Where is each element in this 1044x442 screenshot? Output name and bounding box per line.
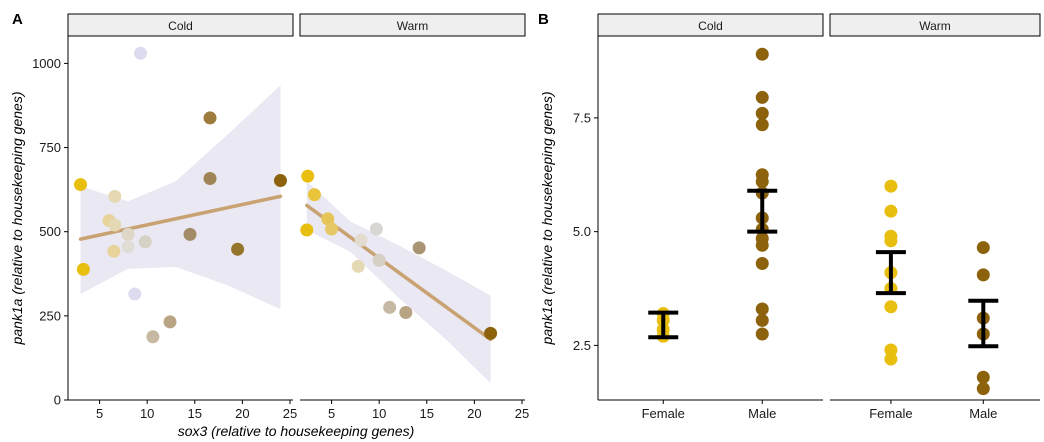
data-point (76, 262, 90, 276)
data-point (755, 302, 769, 316)
facet-strip-cold-b (597, 13, 824, 37)
data-point (307, 188, 321, 202)
data-point (884, 179, 898, 193)
x-tick-label: Female (869, 406, 912, 421)
fit-line-cold (78, 194, 283, 241)
data-point (203, 172, 217, 186)
data-point (755, 257, 769, 270)
data-point (321, 212, 335, 226)
y-tick-label: 500 (39, 224, 61, 239)
data-point (74, 178, 88, 192)
panel-b: B Cold Warm 2.5 5.0 7.5 Female Male Female Ma… (538, 11, 1041, 421)
x-tick-label: 25 (283, 406, 297, 421)
facet-label-cold-b: Cold (698, 19, 723, 33)
data-point (755, 47, 769, 61)
y-tick-label: 5.0 (573, 224, 591, 239)
data-point (273, 174, 287, 188)
data-point (976, 268, 990, 282)
data-point (121, 227, 135, 241)
data-point (108, 189, 122, 203)
panel-b-y-ticks: 2.5 5.0 7.5 (573, 110, 598, 353)
data-point (121, 240, 135, 254)
data-point (884, 343, 898, 357)
panel-a-letter: A (12, 11, 23, 28)
y-tick-label: 1000 (32, 56, 61, 71)
panel-b-letter: B (538, 11, 549, 28)
facet-label-warm-a: Warm (397, 19, 429, 33)
panel-a-x-ticks: 5 10 15 20 25 5 10 15 20 25 (96, 400, 529, 421)
data-point (351, 259, 365, 273)
data-point (134, 46, 148, 60)
data-point (183, 227, 197, 241)
x-tick-label: Female (642, 406, 685, 421)
x-tick-label: 25 (515, 406, 529, 421)
panel-a-x-axis-label: sox3 (relative to housekeeping genes) (178, 423, 415, 439)
data-point (755, 327, 769, 341)
x-tick-label: Male (748, 406, 776, 421)
x-tick-label: 20 (235, 406, 249, 421)
data-point (755, 106, 769, 120)
data-point (884, 300, 898, 314)
data-point (412, 241, 426, 255)
panel-b-x-ticks: Female Male Female Male (642, 400, 997, 421)
y-tick-label: 250 (39, 308, 61, 323)
x-tick-label: 15 (188, 406, 202, 421)
data-point (399, 305, 413, 319)
data-point (163, 315, 177, 329)
data-point (107, 244, 121, 258)
panel-a-y-axis-label: pank1a (relative to housekeeping genes) (9, 92, 25, 346)
facet-label-warm-b: Warm (919, 19, 951, 33)
panel-a-points (74, 46, 498, 344)
data-point (484, 326, 498, 340)
facet-strip-cold-a (67, 13, 294, 37)
data-point (138, 235, 152, 249)
data-point (976, 241, 990, 255)
data-point (383, 300, 397, 314)
panel-b-error-bars (648, 188, 999, 349)
x-tick-label: 10 (372, 406, 386, 421)
confidence-ribbon-cold (80, 85, 281, 310)
data-point (301, 169, 315, 183)
facet-label-cold-a: Cold (168, 19, 193, 33)
y-tick-label: 750 (39, 140, 61, 155)
confidence-ribbon-warm (306, 181, 491, 384)
facet-strip-warm-a (299, 13, 526, 37)
data-point (300, 223, 314, 237)
data-point (231, 242, 245, 256)
y-tick-label: 0 (54, 393, 61, 408)
y-tick-label: 2.5 (573, 338, 591, 353)
data-point (755, 313, 769, 327)
data-point (325, 222, 339, 236)
data-point (976, 382, 990, 396)
x-tick-label: 5 (96, 406, 103, 421)
data-point (108, 218, 122, 232)
panel-a: A Cold Warm 0 250 500 750 1000 5 10 15 20 25 5 10 1… (9, 11, 529, 439)
data-point (884, 352, 898, 366)
data-point (976, 370, 990, 384)
panel-b-y-axis-label: pank1a (relative to housekeeping genes) (539, 92, 555, 346)
panel-a-ribbons (80, 85, 491, 384)
data-point (203, 111, 217, 125)
x-tick-label: 10 (140, 406, 154, 421)
data-point (755, 118, 769, 132)
panel-a-y-ticks: 0 250 500 750 1000 (32, 56, 68, 408)
data-point (755, 90, 769, 104)
data-point (884, 204, 898, 218)
facet-strip-warm-b (829, 13, 1041, 37)
x-tick-label: Male (969, 406, 997, 421)
data-point (755, 175, 769, 189)
data-point (884, 234, 898, 248)
data-point (369, 222, 383, 236)
panel-b-points (656, 47, 990, 396)
y-tick-label: 7.5 (573, 110, 591, 125)
data-point (354, 233, 368, 247)
data-point (128, 287, 142, 301)
data-point (372, 253, 386, 267)
x-tick-label: 15 (420, 406, 434, 421)
data-point (146, 330, 160, 344)
x-tick-label: 5 (328, 406, 335, 421)
data-point (755, 238, 769, 252)
x-tick-label: 20 (467, 406, 481, 421)
